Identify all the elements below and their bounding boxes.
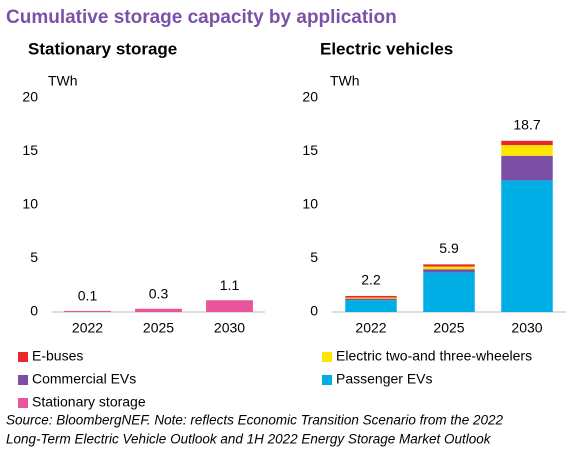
legend-swatch	[18, 398, 28, 408]
bar-segment	[501, 155, 553, 181]
bar-segment	[423, 269, 475, 273]
figure-title: Cumulative storage capacity by applicati…	[6, 7, 397, 28]
bar-segment	[423, 272, 475, 312]
panel-title: Stationary storage	[28, 39, 177, 58]
y-tick-label: 15	[302, 142, 318, 158]
y-tick-label: 10	[22, 196, 38, 212]
legend-label: Stationary storage	[32, 394, 146, 410]
legend-swatch	[322, 352, 332, 362]
total-label: 2.2	[361, 272, 381, 288]
legend-label: Electric two-and three-wheelers	[336, 348, 532, 364]
bar-segment	[345, 295, 397, 298]
value-label: 0.3	[149, 285, 169, 301]
value-label: 1.1	[220, 277, 240, 293]
legend-label: Passenger EVs	[336, 371, 433, 387]
y-axis-unit: TWh	[48, 73, 78, 89]
x-tick-label: 2030	[214, 320, 245, 336]
bar-segment	[345, 300, 397, 312]
bar	[64, 310, 111, 312]
x-tick-label: 2022	[72, 320, 103, 336]
y-tick-label: 5	[310, 249, 318, 265]
y-tick-label: 20	[302, 89, 318, 105]
bar-segment	[501, 180, 553, 312]
y-tick-label: 0	[310, 303, 318, 319]
bar-segment	[501, 140, 553, 146]
x-tick-label: 2025	[143, 320, 174, 336]
total-label: 5.9	[439, 240, 459, 256]
bar-segment	[423, 264, 475, 267]
bar-segment	[501, 145, 553, 156]
legend-swatch	[322, 375, 332, 385]
y-tick-label: 0	[30, 303, 38, 319]
x-tick-label: 2025	[433, 320, 464, 336]
panel-title: Electric vehicles	[320, 39, 453, 58]
legend-swatch	[18, 375, 28, 385]
total-label: 18.7	[513, 117, 540, 133]
bar-segment	[345, 297, 397, 299]
y-tick-label: 5	[30, 249, 38, 265]
bar	[135, 308, 182, 312]
y-tick-label: 10	[302, 196, 318, 212]
x-tick-label: 2022	[355, 320, 386, 336]
bar-segment	[345, 298, 397, 301]
y-axis-unit: TWh	[330, 73, 360, 89]
y-tick-label: 20	[22, 89, 38, 105]
y-tick-label: 15	[22, 142, 38, 158]
bar-segment	[423, 266, 475, 270]
legend-label: E-buses	[32, 348, 83, 364]
value-label: 0.1	[78, 288, 98, 304]
legend-label: Commercial EVs	[32, 371, 136, 387]
bar	[206, 300, 253, 312]
x-tick-label: 2030	[511, 320, 542, 336]
legend-swatch	[18, 352, 28, 362]
source-note: Source: BloombergNEF. Note: reflects Eco…	[6, 413, 503, 428]
source-note: Long-Term Electric Vehicle Outlook and 1…	[6, 432, 492, 447]
